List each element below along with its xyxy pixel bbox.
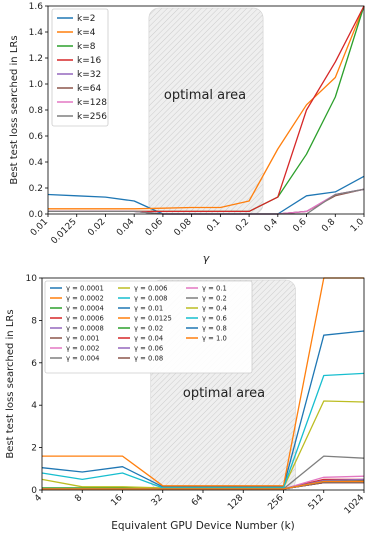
chart-bottom-ylabel: Best test loss searched in LRs	[5, 309, 16, 458]
chart-bottom-yticks: 0 2 4 6 8 10	[26, 274, 42, 496]
chart-top-legend-label: k=8	[77, 42, 96, 52]
chart-bottom-legend-label: γ = 0.1	[202, 284, 227, 292]
chart-top-xtick-label: 0.6	[291, 217, 308, 234]
chart-top-ytick-label: 1.6	[29, 2, 44, 12]
chart-top-legend-label: k=256	[77, 112, 107, 122]
chart-top-legend-label: k=64	[77, 84, 101, 94]
chart-bottom-series-line-0	[41, 330, 365, 488]
chart-top-xtick-label: 0.06	[144, 217, 165, 238]
chart-bottom-ytick-label: 10	[26, 274, 38, 284]
chart-bottom-legend-label: γ = 0.02	[134, 324, 163, 332]
chart-bottom-xtick-label: 256	[266, 493, 285, 512]
chart-bottom-xlabel: Equivalent GPU Device Number (k)	[111, 520, 295, 532]
chart-top-ytick-label: 0.8	[29, 106, 44, 116]
chart-top-ytick-label: 1.4	[29, 28, 44, 38]
chart-bottom-legend-label: γ = 0.0004	[66, 304, 104, 312]
chart-bottom-annotation: optimal area	[183, 386, 265, 401]
chart-top-legend-label: k=4	[77, 28, 96, 38]
chart-top-ytick-label: 0.0	[29, 210, 44, 220]
chart-top-legend-label: k=16	[77, 56, 101, 66]
chart-bottom-series-line-1	[42, 277, 364, 487]
chart-top-xtick-label: 0.0125	[50, 217, 79, 246]
chart-bottom-legend-label: γ = 0.01	[134, 304, 163, 312]
chart-bottom-legend-label: γ = 0.04	[134, 334, 163, 342]
chart-bottom-legend-label: γ = 0.0002	[66, 294, 104, 302]
chart-bottom-lines	[41, 277, 365, 490]
chart-bottom-xtick-label: 1024	[343, 493, 366, 516]
chart-top-yticks: 0.0 0.2 0.4 0.6 0.8 1.0 1.2 1.4 1.6	[29, 2, 48, 220]
chart-top-optimal-area-shade	[148, 7, 264, 215]
chart-top: 0.00.20.40.60.81.01.21.41.6 0.01 0.0125 0.…	[9, 2, 366, 265]
chart-top-xtick-label: 0.4	[263, 217, 280, 234]
chart-bottom-ytick-label: 8	[31, 316, 37, 326]
chart-top-xlabel: γ	[203, 252, 210, 265]
chart-bottom-legend-label: γ = 0.8	[202, 324, 227, 332]
chart-bottom-legend-label: γ = 0.006	[134, 284, 168, 292]
chart-bottom-legend-label: γ = 0.4	[202, 304, 227, 312]
chart-bottom-legend-box	[44, 280, 253, 374]
chart-bottom-legend-label: γ = 0.2	[202, 294, 227, 302]
chart-bottom-legend-label: γ = 0.0001	[66, 284, 104, 292]
chart-bottom-legend-label: γ = 0.002	[66, 344, 100, 352]
chart-bottom-xtick-label: 8	[73, 493, 84, 504]
chart-top-legend: k=2 k=4 k=8 k=16 k=32 k=64 k=128 k=256	[51, 8, 109, 127]
chart-top-xtick-label: 0.1	[205, 217, 222, 234]
chart-bottom-xtick-label: 32	[150, 493, 165, 508]
chart-bottom-xtick-label: 4	[33, 493, 44, 504]
chart-top-annotation: optimal area	[164, 88, 246, 103]
chart-bottom-legend-label: γ = 0.6	[202, 314, 227, 322]
chart-bottom-ytick-label: 6	[31, 359, 37, 369]
chart-bottom-xtick-label: 512	[307, 493, 326, 512]
chart-top-ytick-label: 1.0	[29, 80, 44, 90]
chart-bottom-legend-label: γ = 0.004	[66, 354, 100, 362]
chart-top-xtick-label: 0.8	[320, 217, 337, 234]
chart-top-ytick-label: 0.2	[29, 184, 43, 194]
chart-bottom-legend-label: γ = 0.06	[134, 344, 163, 352]
chart-bottom-ytick-label: 2	[31, 444, 37, 454]
chart-top-xtick-label: 0.02	[86, 217, 107, 238]
chart-top-legend-label: k=2	[77, 14, 95, 24]
chart-top-xtick-label: 1.0	[349, 217, 366, 234]
chart-bottom-legend-label: γ = 0.0008	[66, 324, 104, 332]
chart-top-xtick-label: 0.08	[173, 217, 194, 238]
chart-top-xtick-label: 0.04	[115, 217, 136, 238]
chart-bottom-legend-label: γ = 0.008	[134, 294, 168, 302]
chart-bottom-legend-label: γ = 0.001	[66, 334, 100, 342]
chart-top-shade	[148, 7, 264, 215]
chart-bottom-legend: γ = 0.0001 γ = 0.0002 γ = 0.0004 γ = 0.0006…	[44, 280, 253, 374]
chart-bottom-xticks: 4 8 16 32 64 128 256 512 1024	[33, 490, 366, 516]
chart-top-legend-label: k=32	[77, 70, 101, 80]
chart-top-xtick-label: 0.2	[234, 217, 251, 234]
chart-bottom-ytick-label: 0	[31, 486, 37, 496]
chart-top-ytick-label: 0.4	[29, 158, 44, 168]
chart-bottom-xtick-label: 16	[109, 493, 124, 508]
chart-top-ytick-label: 1.2	[29, 54, 43, 64]
chart-bottom-ytick-label: 4	[31, 401, 37, 411]
chart-bottom-legend-label: γ = 0.0006	[66, 314, 104, 322]
chart-bottom: 0 2 4 6 8 10 4 8 16 32 64 128 256 512 1024 optimal ar…	[5, 274, 366, 532]
chart-top-legend-box	[51, 8, 109, 127]
chart-bottom-legend-label: γ = 1.0	[202, 334, 227, 342]
chart-bottom-legend-label: γ = 0.08	[134, 354, 163, 362]
chart-top-legend-label: k=128	[77, 98, 107, 108]
chart-top-xticks: 0.01 0.0125 0.02 0.04 0.06 0.08 0.1 0.2 0.4 0.6 0.…	[29, 214, 366, 246]
chart-bottom-series-line-9	[41, 372, 365, 489]
chart-bottom-xtick-label: 64	[190, 493, 205, 508]
chart-top-series-line-1	[48, 5, 365, 210]
chart-bottom-xtick-label: 128	[226, 493, 245, 512]
chart-bottom-series-line-21	[42, 480, 364, 490]
chart-bottom-legend-label: γ = 0.0125	[134, 314, 172, 322]
chart-top-xtick-label: 0.01	[29, 217, 50, 238]
chart-top-ytick-label: 0.6	[29, 132, 44, 142]
chart-top-ylabel: Best test loss searched in LRs	[9, 35, 20, 184]
